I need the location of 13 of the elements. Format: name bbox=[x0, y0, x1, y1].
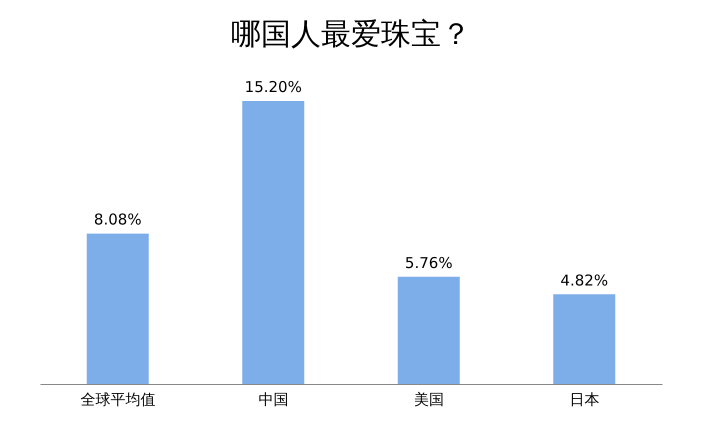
bar bbox=[398, 276, 460, 384]
bar bbox=[242, 101, 304, 384]
chart-title: 哪国人最爱珠宝？ bbox=[231, 17, 471, 52]
x-tick-label: 全球平均值 bbox=[80, 390, 156, 408]
data-label: 15.20% bbox=[244, 78, 302, 96]
x-tick-label: 美国 bbox=[414, 390, 444, 408]
bar bbox=[86, 234, 149, 384]
x-tick-label: 日本 bbox=[569, 390, 600, 408]
data-label: 8.08% bbox=[94, 210, 142, 229]
data-label: 4.82% bbox=[560, 271, 608, 290]
bar bbox=[553, 294, 616, 384]
x-tick-label: 中国 bbox=[258, 390, 288, 408]
data-label: 5.76% bbox=[404, 254, 453, 272]
